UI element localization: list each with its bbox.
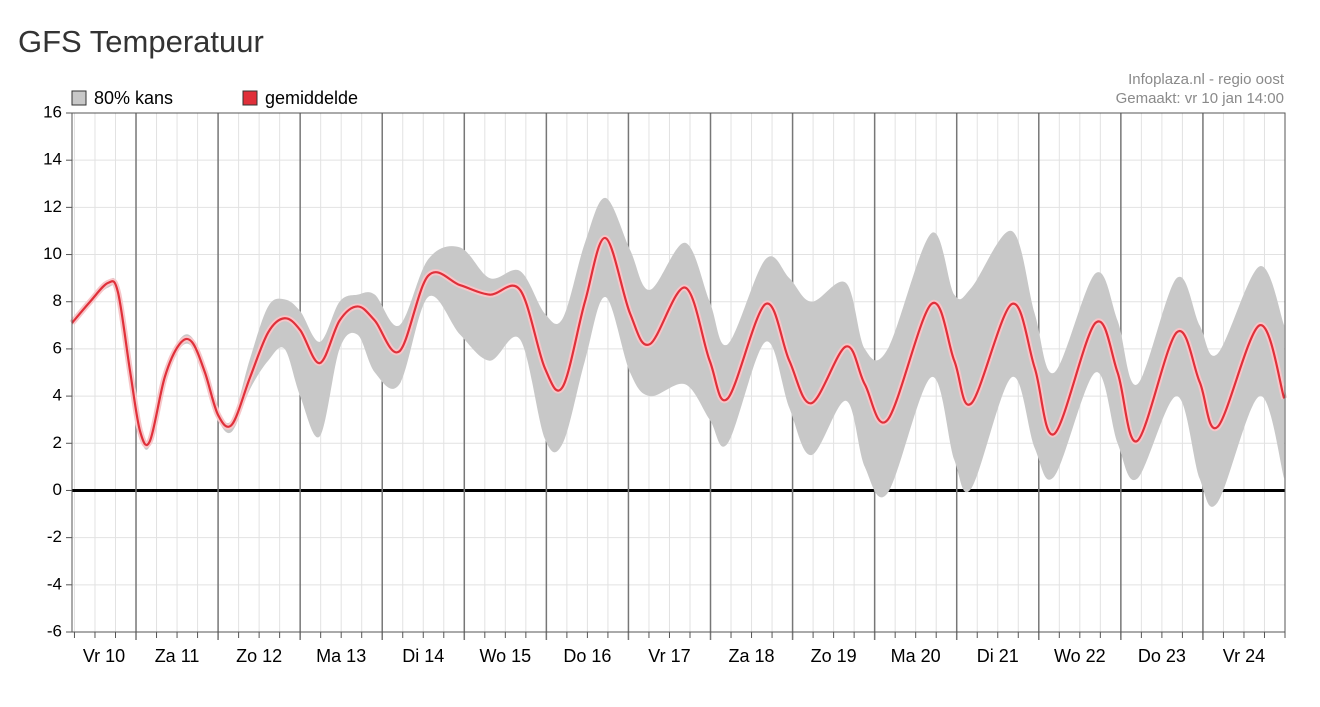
x-tick-label: Za 11: [155, 646, 200, 666]
legend-label: 80% kans: [94, 88, 173, 108]
x-tick-label: Wo 22: [1054, 646, 1106, 666]
source-note: Infoplaza.nl - regio oost: [1128, 71, 1285, 88]
y-tick-label: 10: [43, 244, 62, 263]
band-area: [72, 197, 1285, 507]
x-tick-label: Do 16: [563, 646, 611, 666]
x-tick-label: Za 18: [729, 646, 775, 666]
x-tick-label: Wo 15: [479, 646, 531, 666]
y-tick-label: 0: [53, 480, 62, 499]
y-tick-label: 2: [53, 433, 62, 452]
y-tick-label: 16: [43, 102, 62, 121]
x-tick-label: Ma 20: [891, 646, 941, 666]
x-tick-label: Vr 10: [83, 646, 125, 666]
y-tick-label: -4: [47, 574, 62, 593]
mean-line: [71, 236, 1286, 447]
x-tick-label: Vr 24: [1223, 646, 1265, 666]
x-tick-label: Di 21: [977, 646, 1019, 666]
legend-swatch: [71, 90, 87, 106]
source-note: Gemaakt: vr 10 jan 14:00: [1116, 90, 1284, 107]
chart-title: GFS Temperatuur: [18, 24, 264, 59]
y-tick-label: 4: [53, 386, 62, 405]
y-tick-label: 6: [53, 338, 62, 357]
plot-frame: [71, 112, 1286, 633]
x-tick-label: Zo 12: [236, 646, 282, 666]
x-tick-label: Zo 19: [811, 646, 857, 666]
y-tick-label: -6: [47, 621, 62, 640]
y-tick-label: -2: [47, 527, 62, 546]
legend-swatch: [242, 90, 258, 106]
legend-label: gemiddelde: [265, 88, 358, 108]
x-tick-label: Vr 17: [648, 646, 690, 666]
x-tick-label: Do 23: [1138, 646, 1186, 666]
x-tick-label: Ma 13: [316, 646, 366, 666]
y-tick-label: 12: [43, 197, 62, 216]
y-tick-label: 14: [43, 150, 62, 169]
x-tick-label: Di 14: [402, 646, 444, 666]
y-tick-label: 8: [53, 291, 62, 310]
